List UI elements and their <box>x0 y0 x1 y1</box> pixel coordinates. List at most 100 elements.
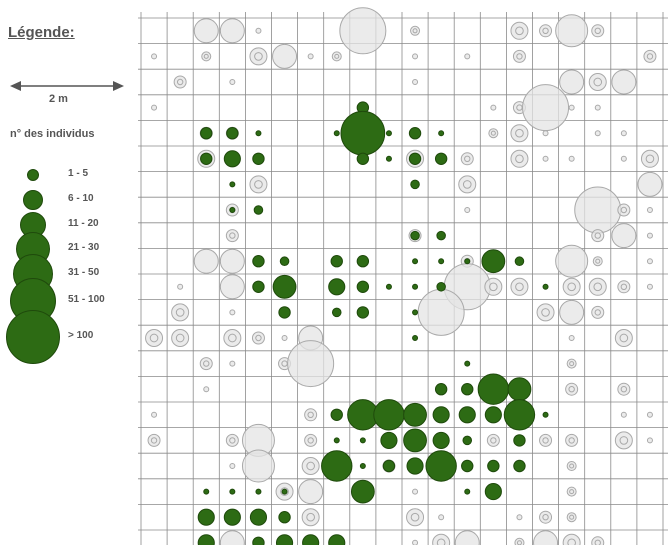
green-circle <box>356 152 370 166</box>
grey-circle <box>287 340 335 388</box>
green-circle <box>197 534 215 545</box>
grey-circle <box>588 277 607 296</box>
grey-circle-inner <box>412 28 418 34</box>
grey-circle <box>542 130 549 137</box>
green-circle <box>412 258 419 265</box>
grey-circle <box>592 256 603 267</box>
green-circle <box>432 406 450 424</box>
green-circle <box>406 457 424 475</box>
green-circle <box>542 411 549 418</box>
legend-panel: Légende: 2 m n° des individus 1 - 5 6 - 1… <box>0 0 138 545</box>
grey-circle-inner <box>176 78 184 86</box>
size-class-row: 1 - 5 <box>20 160 130 190</box>
grey-circle <box>145 329 164 347</box>
grey-circle-inner <box>229 232 236 239</box>
size-class-label: 31 - 50 <box>68 267 100 278</box>
green-circle <box>328 278 346 296</box>
green-circle <box>252 255 265 268</box>
grey-circle <box>510 277 529 296</box>
grey-circle <box>566 358 577 369</box>
green-circle <box>272 274 297 299</box>
grey-circle <box>281 335 288 341</box>
grey-circle-inner <box>620 386 628 393</box>
grey-circle-inner <box>620 283 628 290</box>
grey-circle-inner <box>229 437 236 444</box>
green-circle <box>412 309 419 316</box>
green-circle <box>507 377 532 402</box>
green-circle <box>279 256 290 266</box>
green-circle <box>436 282 446 292</box>
grey-circle <box>177 283 184 290</box>
green-circle <box>385 130 392 137</box>
green-circle <box>487 459 500 473</box>
grey-circle <box>464 53 471 60</box>
scale-bar-icon <box>10 81 124 91</box>
grey-circle <box>611 223 637 249</box>
grey-circle <box>568 104 575 111</box>
grey-circle-inner <box>306 512 315 522</box>
grey-circle-inner <box>490 130 496 136</box>
green-circle <box>330 408 343 421</box>
green-circle <box>229 181 236 188</box>
green-circle <box>356 255 370 268</box>
green-circle <box>436 230 446 241</box>
grey-circle <box>464 207 471 213</box>
grey-circle <box>272 43 298 69</box>
grey-circle <box>229 79 236 85</box>
grey-circle <box>620 155 627 162</box>
green-circle <box>410 179 420 190</box>
grey-circle-inner <box>593 282 603 292</box>
grey-circle-inner <box>542 27 549 34</box>
green-circle <box>223 150 241 168</box>
size-class-dot <box>27 169 39 181</box>
green-circle <box>359 437 366 444</box>
grey-circle <box>331 51 342 62</box>
grey-circle <box>542 155 549 162</box>
grey-circle <box>339 7 387 55</box>
green-circle <box>503 399 536 431</box>
green-circle <box>403 402 427 427</box>
grey-circle <box>591 305 605 319</box>
green-circle <box>385 283 392 290</box>
grey-circle-inner <box>462 180 472 189</box>
grey-circle <box>151 53 158 60</box>
grey-circle <box>304 433 318 447</box>
green-circle <box>340 110 386 156</box>
grey-circle <box>555 244 589 278</box>
grey-circle <box>147 433 161 447</box>
green-circle <box>513 434 526 447</box>
grey-circle <box>510 149 529 168</box>
grey-circle <box>417 288 465 336</box>
grey-circle-inner <box>594 232 601 239</box>
grey-circle-inner <box>567 538 576 545</box>
grey-circle <box>301 508 320 527</box>
green-circle <box>331 307 342 318</box>
grey-circle <box>516 514 523 521</box>
grey-circle-inner <box>254 52 263 61</box>
grey-circle <box>566 461 577 471</box>
grey-circle-inner <box>542 437 549 444</box>
green-circle <box>252 536 265 545</box>
grey-circle-inner <box>569 463 575 469</box>
grey-circle <box>646 283 653 290</box>
grey-circle <box>199 357 213 371</box>
green-circle <box>278 306 291 319</box>
grey-circle <box>229 463 236 469</box>
grey-circle-inner <box>306 461 315 471</box>
grey-circle <box>522 84 570 132</box>
grey-circle <box>412 79 419 85</box>
green-circle <box>432 431 450 449</box>
grey-circle-inner <box>646 53 654 60</box>
grey-circle <box>591 229 605 243</box>
grey-circle-inner <box>280 487 289 496</box>
grey-circle <box>591 536 605 545</box>
size-class-label: 11 - 20 <box>68 218 99 229</box>
green-circle <box>434 152 448 166</box>
grey-circle <box>536 303 555 322</box>
green-circle <box>229 488 236 495</box>
grey-circle <box>620 411 627 418</box>
grey-circle <box>412 53 419 60</box>
grey-circle <box>555 14 589 48</box>
size-class-label: 1 - 5 <box>68 168 89 179</box>
green-circle <box>255 130 262 137</box>
